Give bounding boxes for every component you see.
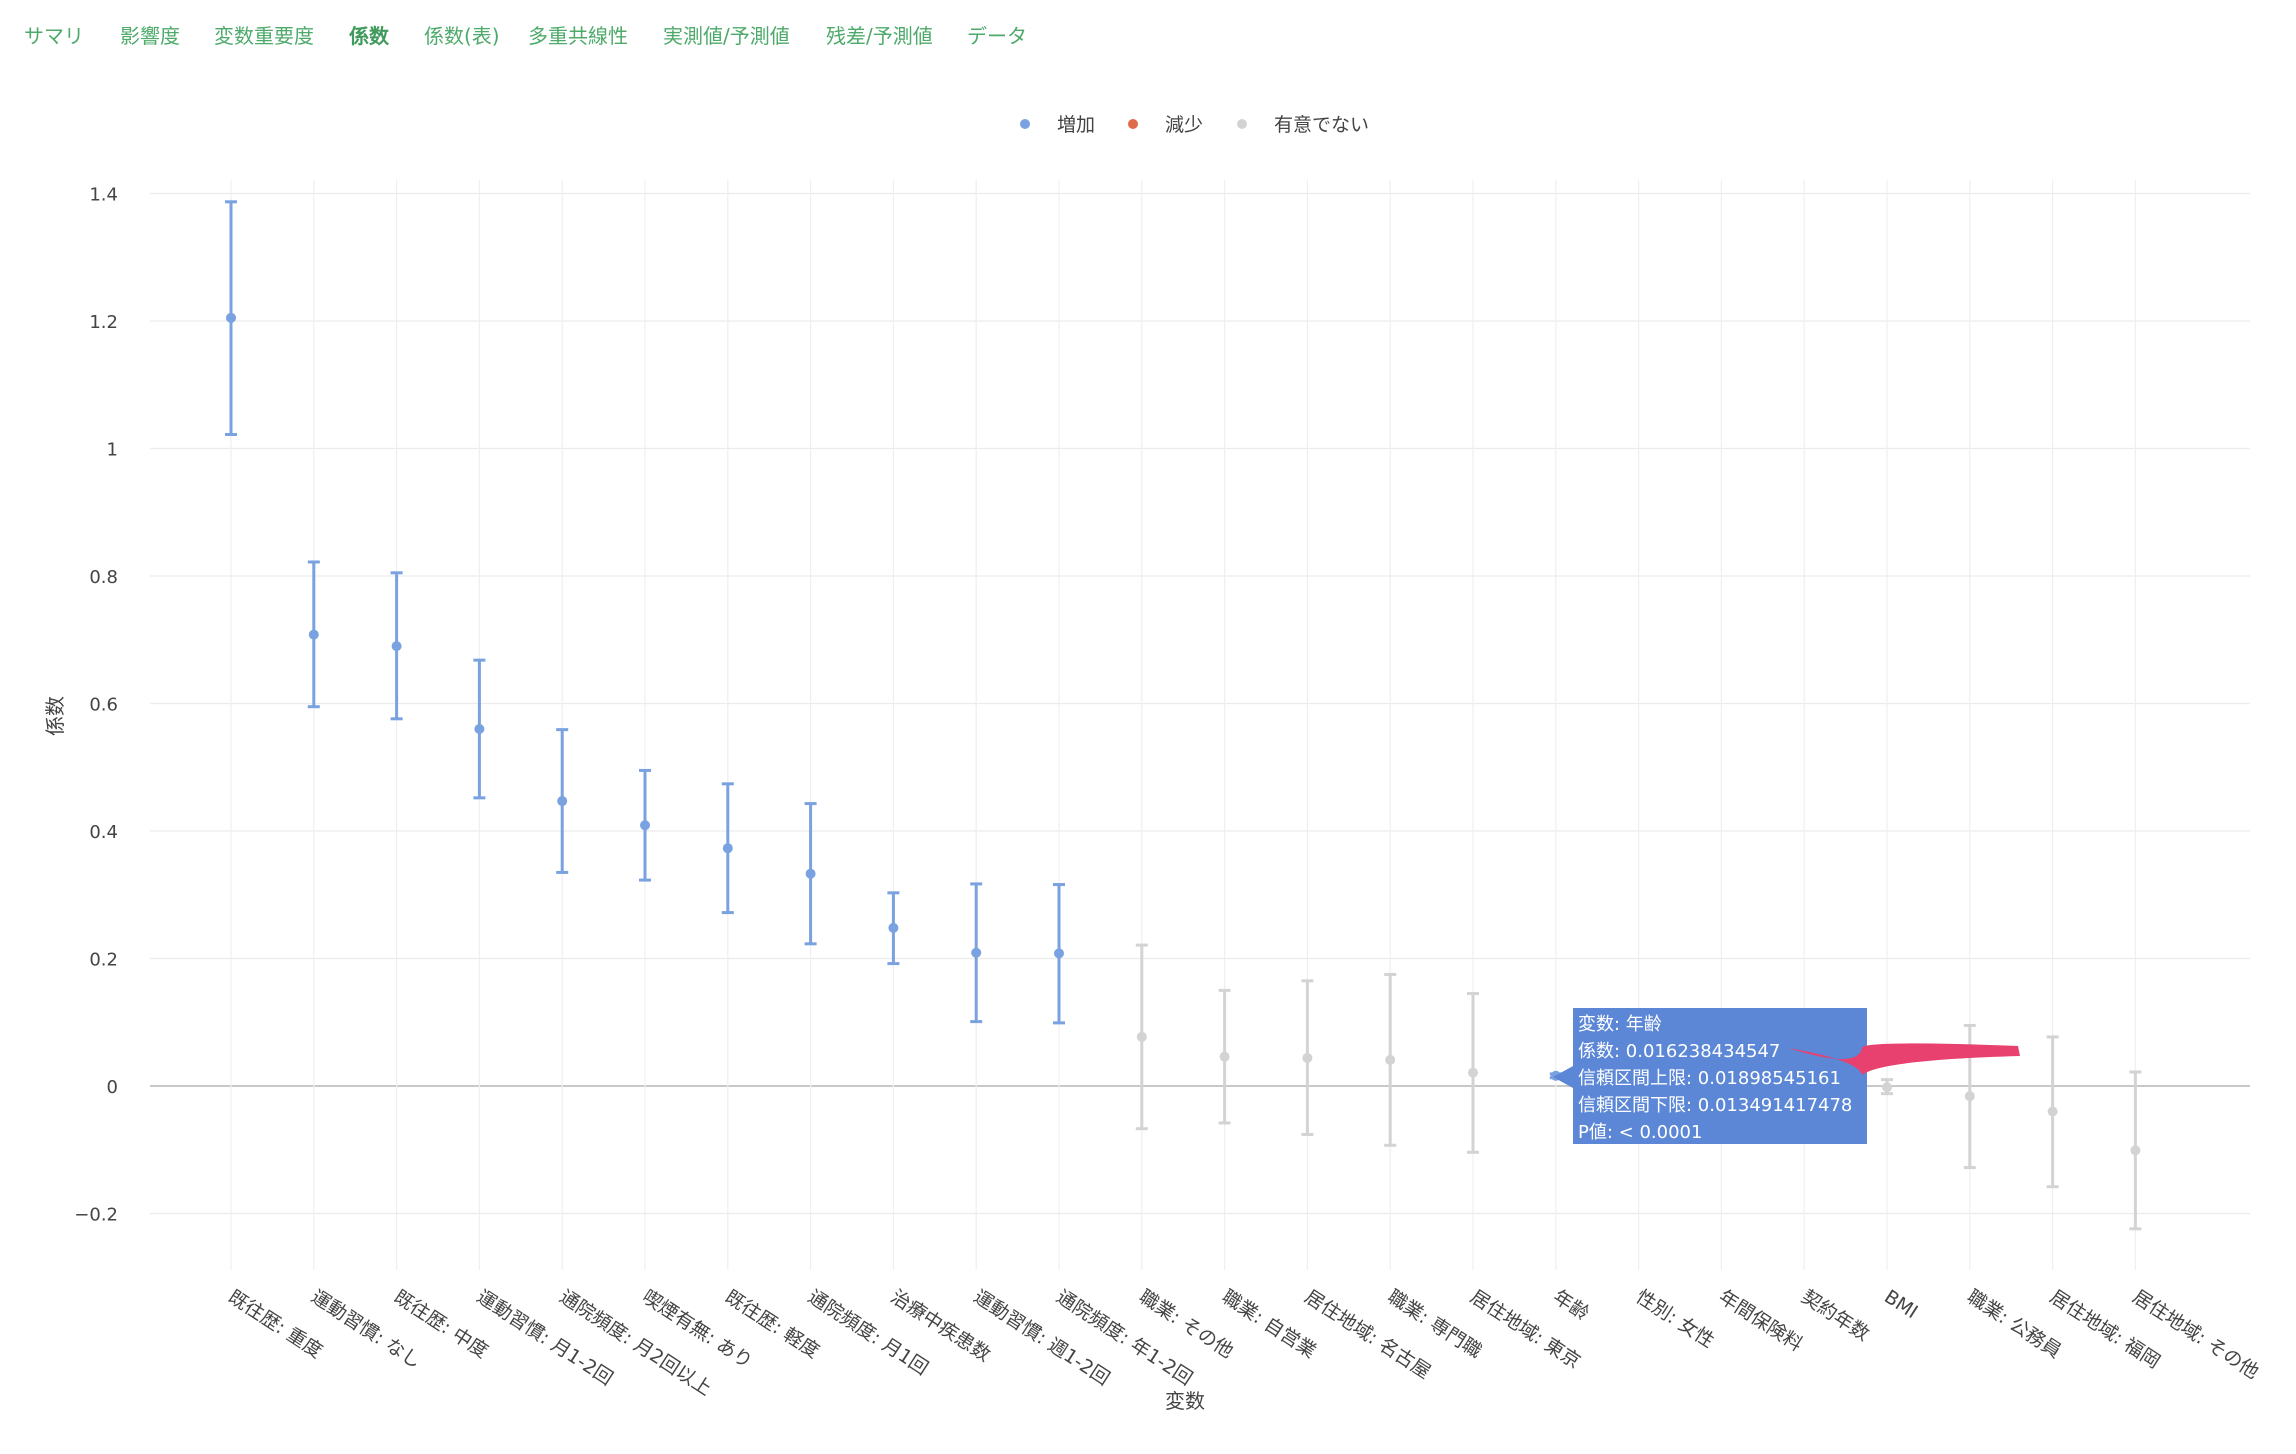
x-tick-label: 通院頻度: 月2回以上 [555,1286,715,1401]
coefficient-marker [1219,1051,1230,1062]
coefficient-marker [2130,1145,2141,1156]
data-point-6 [721,782,734,915]
tab-3[interactable]: 係数 [349,24,389,48]
coefficient-marker [722,843,733,854]
coefficient-marker [1136,1031,1147,1042]
tab-8[interactable]: データ [967,24,1027,48]
tab-6[interactable]: 実測値/予測値 [663,24,790,48]
data-point-5 [639,768,651,882]
coefficient-marker [1054,948,1064,959]
data-point-1 [307,560,320,709]
legend-label: 増加 [1057,114,1095,136]
x-tick-label: BMI [1880,1286,1921,1324]
tab-bar: サマリ 影響度 変数重要度 係数 係数(表) 多重共線性 実測値/予測値 残差/予測値 データ [0,0,2296,70]
data-point-4 [556,728,569,874]
legend-marker [1237,119,1247,129]
legend-item-not_significant: 有意でない [1237,114,1369,136]
tooltip-line-0: 変数: 年齢 [1578,1014,1662,1035]
data-point-7 [804,802,817,946]
tooltip-line-4: P値: < 0.0001 [1578,1122,1702,1143]
coefficient-marker [805,868,816,879]
data-point-22 [2046,1035,2059,1189]
grid [150,180,2250,1270]
y-tick-label: 0 [107,1077,118,1098]
y-tick-label: 1.2 [89,312,118,333]
x-tick-label: 運動習慣: 週1-2回 [969,1286,1113,1390]
data-point-23 [2129,1070,2142,1231]
tab-1[interactable]: 影響度 [120,24,180,48]
coefficient-marker [2047,1106,2058,1117]
data-point-20 [1881,1078,1893,1096]
coefficient-marker [1468,1067,1478,1078]
legend-item-decrease: 減少 [1128,114,1203,136]
data-point-8 [887,891,900,966]
data-point-15 [1467,992,1479,1154]
coefficient-marker [1302,1052,1313,1063]
legend-marker [1020,119,1030,129]
tab-7[interactable]: 残差/予測値 [826,24,933,48]
coefficient-marker [308,629,319,640]
legend-item-increase: 増加 [1020,114,1095,136]
coefficient-marker [391,641,402,652]
y-tick-label: 1 [107,440,118,461]
x-tick-label: 契約年数 [1797,1286,1873,1346]
y-tick-label: 0.4 [89,822,118,843]
data-point-12 [1218,988,1231,1125]
y-tick-label: 0.6 [89,695,118,716]
data-point-14 [1384,972,1397,1147]
x-axis-title: 変数 [1165,1389,1205,1413]
legend-label: 減少 [1165,114,1203,136]
tooltip-line-1: 係数: 0.016238434547 [1578,1041,1780,1062]
coefficient-marker [1385,1054,1396,1065]
data-point-2 [390,571,403,721]
data-point-11 [1135,943,1148,1131]
y-tick-label: 0.8 [89,567,118,588]
x-tick-label: 運動習慣: 月1-2回 [473,1286,617,1390]
tooltip-line-3: 信頼区間下限: 0.013491417478 [1578,1095,1852,1116]
legend-marker [1128,119,1138,129]
tooltip-box [1573,1008,1867,1144]
x-tick-label: 年間保険料 [1715,1286,1807,1356]
coefficient-marker [226,312,236,323]
tooltip-pointer [1553,1066,1573,1088]
annotation-arrow [1788,1043,2020,1075]
data-point-13 [1301,979,1314,1136]
x-tick-label: 年齢 [1549,1286,1593,1325]
coefficient-marker [640,820,650,831]
data-point-0 [225,200,237,436]
tab-2[interactable]: 変数重要度 [214,24,314,48]
coefficient-marker [1882,1082,1892,1093]
legend-label: 有意でない [1274,114,1369,136]
y-tick-label: 0.2 [89,950,118,971]
y-tick-label: −0.2 [74,1205,118,1226]
coefficient-marker [557,796,568,807]
y-tick-label: 1.4 [89,185,118,206]
data-point-3 [473,658,486,800]
data-point-9 [970,882,983,1024]
coefficient-marker [474,724,485,734]
x-tick-label: 性別: 女性 [1632,1286,1718,1353]
x-tick-label: 通院頻度: 年1-2回 [1052,1286,1196,1390]
coefficient-marker [971,947,982,958]
tab-4[interactable]: 係数(表) [424,24,500,48]
coefficient-marker [1964,1091,1975,1102]
data-point-10 [1053,883,1065,1025]
tooltip-line-2: 信頼区間上限: 0.01898545161 [1578,1068,1841,1089]
y-axis-title: 係数 [43,696,67,736]
tab-0[interactable]: サマリ [24,24,84,48]
tab-5[interactable]: 多重共線性 [528,24,628,48]
coefficient-marker [888,922,899,933]
